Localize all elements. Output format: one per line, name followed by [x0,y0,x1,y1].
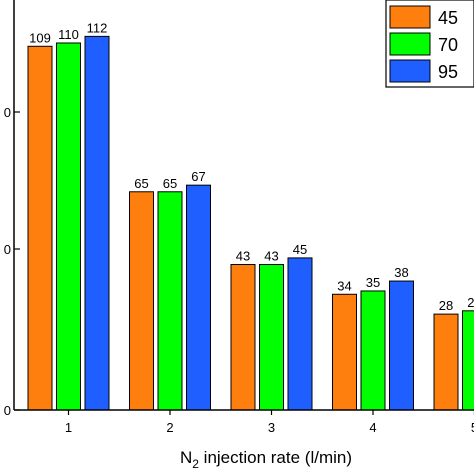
data-label-70-4: 35 [366,275,380,290]
bar-70-2 [157,191,183,411]
data-labels-layer: 109 110 112 65 65 67 43 43 45 34 35 38 28 29 [29,20,474,313]
bar-45-4 [332,293,357,411]
x-axis-title-rest: injection rate (l/min) [199,448,352,467]
bar-95-1 [84,35,110,411]
data-label-45-2: 65 [134,176,148,191]
bar-45-1 [27,45,53,411]
axes-layer: 12345000 [4,0,474,435]
bar-95-3 [287,257,313,411]
y-tick-label-1: 0 [4,242,11,257]
data-label-95-1: 112 [87,20,108,35]
y-tick-label-2: 0 [4,403,11,418]
data-label-70-2: 65 [163,176,177,191]
legend: 45 70 95 [385,0,474,88]
data-label-45-1: 109 [29,30,51,45]
data-label-95-3: 45 [293,242,307,257]
data-label-45-3: 43 [236,249,250,264]
legend-label-95: 95 [438,62,458,82]
x-tick-label-2: 2 [166,420,173,435]
legend-swatch-95 [389,59,431,83]
data-label-70-5: 29 [467,295,474,310]
legend-swatch-45 [389,5,431,29]
legend-swatch-70 [389,32,431,56]
x-axis-title: N2 injection rate (l/min) [180,448,352,471]
y-tick-label-0: 0 [4,105,11,120]
bar-95-2 [186,184,211,411]
legend-label-70: 70 [438,35,458,55]
bar-70-3 [259,264,284,411]
bar-70-4 [360,290,386,411]
data-label-70-1: 110 [58,27,79,42]
x-tick-label-3: 3 [268,420,275,435]
bar-70-1 [56,42,81,411]
bars-layer [27,35,474,411]
x-axis-title-main: N [180,448,192,467]
x-tick-label-5: 5 [471,420,474,435]
data-label-95-2: 67 [191,169,205,184]
data-label-70-3: 43 [264,249,278,264]
legend-label-45: 45 [438,8,458,28]
data-label-95-4: 38 [394,265,408,280]
data-label-45-5: 28 [439,298,453,313]
data-label-45-4: 34 [337,278,351,293]
x-tick-label-1: 1 [65,420,72,435]
bar-45-5 [433,313,459,411]
bar-45-3 [230,264,256,411]
bar-95-4 [389,280,414,411]
bar-70-5 [462,310,474,411]
x-tick-label-4: 4 [369,420,376,435]
bar-45-2 [129,191,154,411]
x-axis-title-subscript: 2 [192,457,199,471]
